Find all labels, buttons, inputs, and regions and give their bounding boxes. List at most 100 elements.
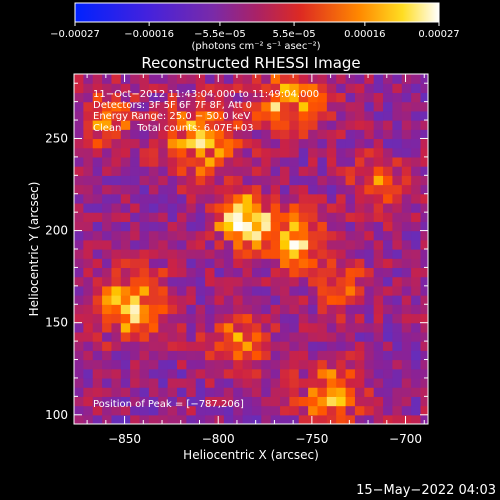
heatmap-cell <box>317 322 328 333</box>
heatmap-cell <box>270 387 281 397</box>
heatmap-cell <box>223 405 234 416</box>
heatmap-cell <box>289 276 300 287</box>
heatmap-cell <box>345 175 356 186</box>
heatmap-cell <box>270 313 281 324</box>
heatmap-cell <box>317 368 328 379</box>
heatmap-cell <box>392 405 403 416</box>
heatmap-cell <box>92 295 103 305</box>
heatmap-cell <box>420 322 428 333</box>
heatmap-cell <box>289 258 300 269</box>
heatmap-cell <box>392 295 403 305</box>
heatmap-cell <box>111 83 122 94</box>
heatmap-cell <box>102 202 113 213</box>
heatmap-cell <box>158 175 169 186</box>
heatmap-cell <box>251 221 262 232</box>
heatmap-cell <box>261 322 272 333</box>
heatmap-cell <box>289 295 300 305</box>
heatmap-cell <box>364 387 375 397</box>
heatmap-cell <box>120 92 131 103</box>
heatmap-cell <box>364 83 375 94</box>
heatmap-cell <box>289 304 300 315</box>
heatmap-cell <box>130 341 141 351</box>
heatmap-cell <box>92 138 103 149</box>
annotation-energy-range: Energy Range: 25.0 − 50.0 keV <box>93 111 250 122</box>
heatmap-cell <box>148 285 159 296</box>
heatmap-cell <box>401 175 412 186</box>
heatmap-cell <box>205 359 216 370</box>
heatmap-cell <box>411 405 422 416</box>
heatmap-cell <box>411 156 422 167</box>
heatmap-cell <box>130 202 141 213</box>
heatmap-cell <box>289 414 300 424</box>
heatmap-cell <box>242 295 253 305</box>
heatmap-cell <box>298 147 309 158</box>
heatmap-cell <box>298 212 309 222</box>
heatmap-cell <box>345 239 356 250</box>
heatmap-cell <box>148 193 159 204</box>
heatmap-cell <box>317 212 328 222</box>
heatmap-cell <box>74 156 84 167</box>
heatmap-cell <box>289 350 300 361</box>
heatmap-cell <box>336 110 347 121</box>
heatmap-cell <box>214 285 225 296</box>
heatmap-cell <box>148 377 159 388</box>
heatmap-cell <box>392 129 403 140</box>
heatmap-cell <box>420 313 428 324</box>
heatmap-cell <box>186 359 197 370</box>
heatmap-cell <box>280 267 290 278</box>
heatmap-cell <box>242 239 253 250</box>
heatmap-cell <box>401 156 412 167</box>
heatmap-cell <box>326 331 337 342</box>
heatmap-cell <box>251 184 262 195</box>
heatmap-cell <box>289 129 300 140</box>
heatmap-cell <box>251 74 262 84</box>
heatmap-cell <box>401 341 412 351</box>
heatmap-cell <box>102 350 113 361</box>
heatmap-cell <box>364 295 375 305</box>
heatmap-cell <box>242 414 253 424</box>
heatmap-cell <box>270 285 281 296</box>
heatmap-cell <box>205 322 216 333</box>
heatmap-cell <box>280 258 290 269</box>
heatmap-cell <box>205 175 216 186</box>
heatmap-cell <box>242 331 253 342</box>
heatmap-cell <box>354 212 365 222</box>
heatmap-cell <box>280 175 290 186</box>
heatmap-cell <box>186 276 197 287</box>
heatmap-cell <box>83 304 94 315</box>
heatmap-cell <box>205 193 216 204</box>
heatmap-cell <box>383 202 394 213</box>
heatmap-cell <box>280 359 290 370</box>
heatmap-cell <box>223 359 234 370</box>
heatmap-cell <box>354 138 365 149</box>
heatmap-cell <box>102 396 113 407</box>
heatmap-cell <box>270 295 281 305</box>
heatmap-cell <box>336 156 347 167</box>
heatmap-cell <box>233 175 244 186</box>
colorbar-unit-label: (photons cm⁻² s⁻¹ asec⁻²) <box>191 41 320 52</box>
heatmap-cell <box>186 239 197 250</box>
heatmap-cell <box>74 304 84 315</box>
heatmap-cell <box>223 258 234 269</box>
heatmap-cell <box>401 74 412 84</box>
heatmap-cell <box>158 350 169 361</box>
heatmap-cell <box>120 184 131 195</box>
heatmap-cell <box>298 110 309 121</box>
heatmap-cell <box>233 285 244 296</box>
heatmap-cell <box>308 396 319 407</box>
heatmap-cell <box>251 129 262 140</box>
heatmap-cell <box>223 129 234 140</box>
heatmap-cell <box>111 304 122 315</box>
heatmap-cell <box>167 129 178 140</box>
heatmap-cell <box>233 147 244 158</box>
heatmap-cell <box>298 341 309 351</box>
colorbar-tick-label: −0.00016 <box>124 29 174 40</box>
heatmap-cell <box>120 193 131 204</box>
heatmap-cell <box>345 156 356 167</box>
heatmap-cell <box>92 74 103 84</box>
heatmap-cell <box>167 147 178 158</box>
heatmap-cell <box>251 120 262 130</box>
heatmap-cell <box>92 239 103 250</box>
heatmap-cell <box>411 396 422 407</box>
